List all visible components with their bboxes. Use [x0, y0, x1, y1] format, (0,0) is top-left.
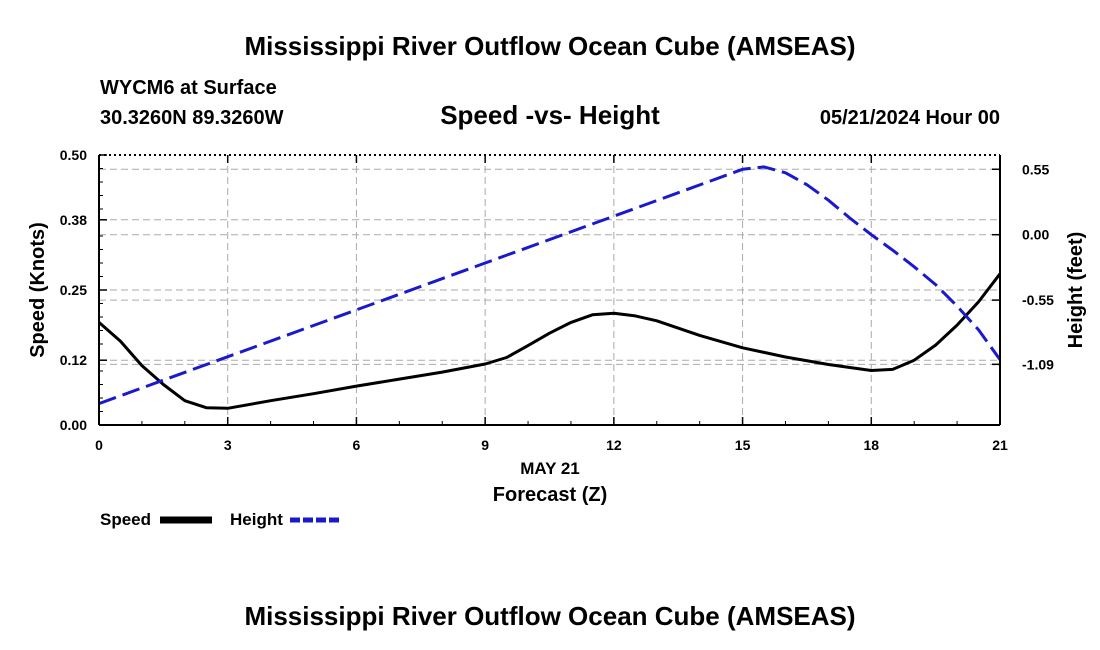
x-tick-label: 18 [863, 437, 879, 453]
x-axis-title: Forecast (Z) [493, 484, 607, 506]
y2-tick-label: -1.09 [1022, 356, 1054, 372]
speed-series-line [98, 272, 1002, 410]
y2-tick-label: 0.55 [1022, 161, 1049, 177]
x-date-label: MAY 21 [520, 459, 580, 478]
height-series-line [98, 165, 1002, 406]
legend-height-label: Height [230, 510, 283, 529]
legend-speed-label: Speed [100, 510, 151, 529]
footer-title: Mississippi River Outflow Ocean Cube (AM… [244, 601, 855, 631]
y2-axis-title: Height (feet) [1065, 232, 1087, 349]
station-label: WYCM6 at Surface [100, 77, 277, 99]
x-tick-label: 15 [735, 437, 751, 453]
x-tick-label: 21 [992, 437, 1008, 453]
x-tick-label: 0 [95, 437, 103, 453]
location-label: 30.3260N 89.3260W [100, 107, 284, 129]
y-tick-label: 0.00 [60, 417, 87, 433]
x-tick-label: 3 [224, 437, 232, 453]
x-tick-label: 12 [606, 437, 622, 453]
y-tick-label: 0.12 [60, 352, 87, 368]
date-hour-label: 05/21/2024 Hour 00 [820, 107, 1000, 129]
series-layer [98, 165, 1002, 410]
axis-ticks: 0 3 6 9 12 15 18 21 0.00 0.12 0.25 0.38 0.50 0.55 0.00… [60, 147, 1054, 453]
y-axis-title: Speed (Knots) [27, 222, 49, 358]
y2-tick-label: 0.00 [1022, 227, 1049, 243]
y-tick-label: 0.25 [60, 282, 87, 298]
main-title: Mississippi River Outflow Ocean Cube (AM… [244, 31, 855, 61]
y-tick-label: 0.38 [60, 212, 87, 228]
grid-lines [99, 155, 1000, 425]
y2-tick-label: -0.55 [1022, 292, 1054, 308]
chart-title: Speed -vs- Height [440, 100, 660, 130]
y-tick-label: 0.50 [60, 147, 87, 163]
x-tick-label: 9 [481, 437, 489, 453]
x-tick-label: 6 [353, 437, 361, 453]
